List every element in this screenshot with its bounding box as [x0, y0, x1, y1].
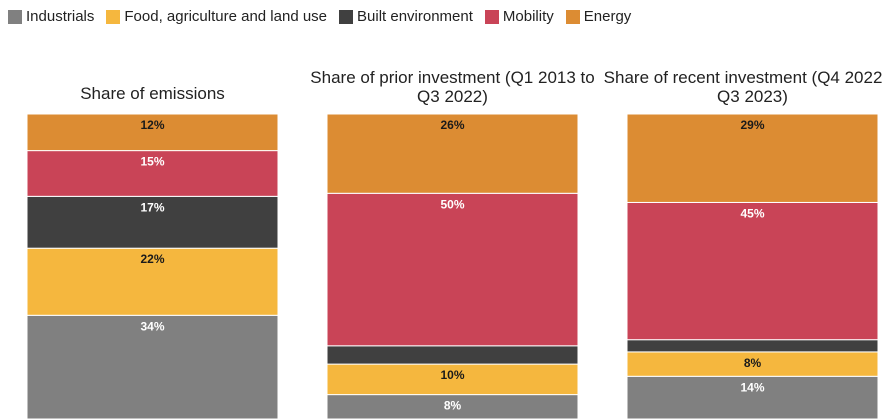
value-label: 14%	[740, 380, 764, 394]
bar-segment	[326, 192, 579, 347]
legend-item: Mobility	[484, 8, 554, 25]
legend-item: Built environment	[339, 8, 473, 25]
legend: Industrials Food, agriculture and land us…	[8, 8, 631, 25]
legend-swatch	[106, 9, 121, 24]
bar-segment	[326, 363, 579, 396]
legend-label: Energy	[583, 8, 632, 25]
legend-label: Mobility	[502, 8, 554, 25]
bar-segment	[26, 247, 279, 316]
value-label: 34%	[140, 319, 164, 333]
panel-title: Share of prior investment (Q1 2013 to Q3…	[310, 68, 595, 106]
bar-segment	[26, 113, 279, 152]
panel-title: Share of emissions	[80, 84, 225, 103]
bar-segment	[26, 195, 279, 249]
legend-item: Energy	[565, 8, 632, 25]
value-label: 15%	[140, 155, 164, 169]
legend-swatch	[565, 9, 580, 24]
value-label: 10%	[440, 368, 464, 382]
value-label: 17%	[140, 200, 164, 214]
bar-segment	[626, 201, 879, 341]
legend-swatch	[8, 9, 22, 24]
bar-segment	[626, 113, 879, 203]
panel-title: Share of recent investment (Q4 2022 to Q…	[603, 68, 883, 106]
value-label: 22%	[140, 252, 164, 266]
bar-segment	[626, 375, 879, 419]
value-label: 12%	[140, 118, 164, 132]
legend-label: Built environment	[357, 8, 473, 25]
value-label: 50%	[440, 197, 464, 211]
value-label: 8%	[444, 399, 462, 413]
legend-label: Industrials	[26, 8, 95, 25]
bar-segment	[326, 113, 579, 194]
bar-segment	[326, 345, 579, 365]
legend-swatch	[339, 9, 354, 24]
value-label: 45%	[740, 206, 764, 220]
value-label: 8%	[744, 356, 762, 370]
bar-segment	[626, 339, 879, 353]
legend-item: Industrials	[8, 8, 94, 25]
value-label: 29%	[740, 118, 764, 132]
bar-segment	[626, 351, 879, 377]
legend-label: Food, agriculture and land use	[124, 8, 328, 25]
legend-swatch	[484, 9, 499, 24]
value-label: 26%	[440, 118, 464, 132]
legend-item: Food, agriculture and land use	[106, 8, 327, 25]
bar-segment	[26, 150, 279, 197]
